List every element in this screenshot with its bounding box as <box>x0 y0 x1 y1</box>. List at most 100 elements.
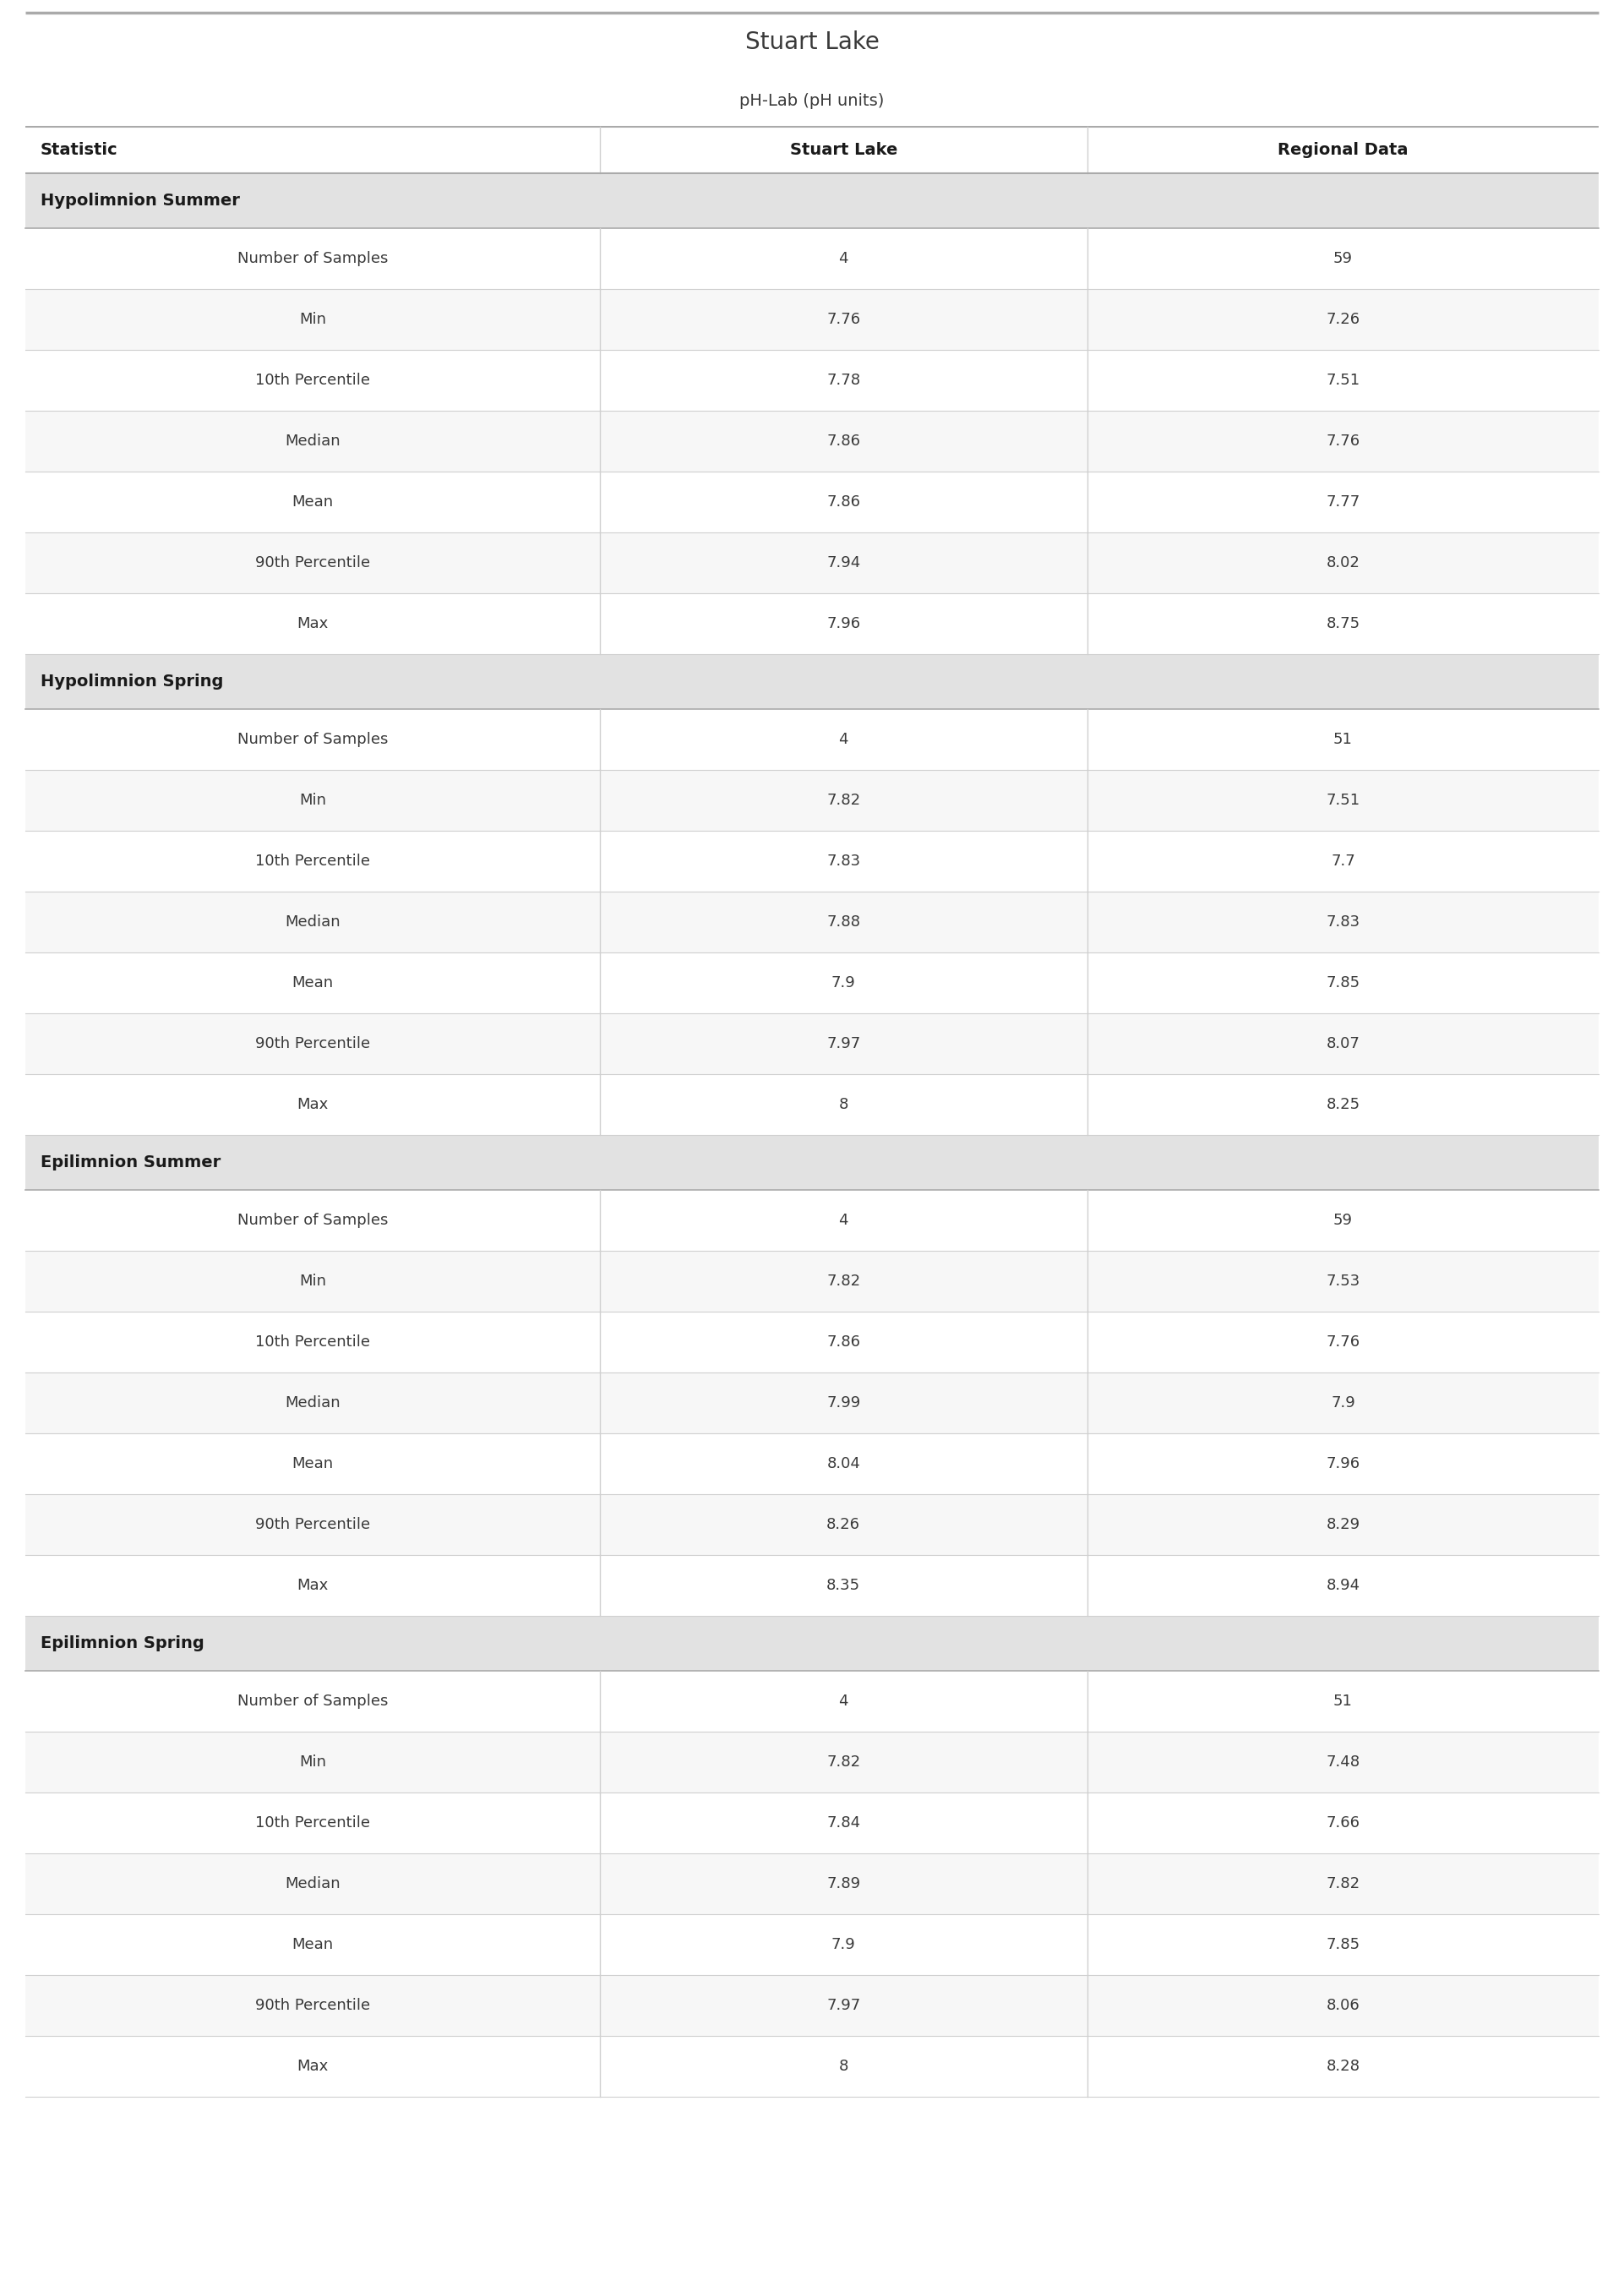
Bar <box>26 1732 1598 1793</box>
Bar <box>26 1373 1598 1432</box>
Bar <box>26 1432 1598 1494</box>
Text: 90th Percentile: 90th Percentile <box>255 1998 370 2013</box>
Text: Number of Samples: Number of Samples <box>237 1212 388 1228</box>
Text: 7.97: 7.97 <box>827 1035 861 1051</box>
Text: Stuart Lake: Stuart Lake <box>745 30 879 54</box>
Bar <box>26 472 1598 533</box>
Bar <box>26 411 1598 472</box>
Bar <box>26 1555 1598 1616</box>
Bar <box>26 288 1598 350</box>
Text: 7.82: 7.82 <box>1327 1877 1359 1891</box>
Text: Regional Data: Regional Data <box>1278 143 1408 159</box>
Text: Median: Median <box>284 915 339 931</box>
Bar <box>26 1671 1598 1732</box>
Bar <box>26 127 1598 173</box>
Bar <box>26 1189 1598 1251</box>
Text: 7.99: 7.99 <box>827 1396 861 1410</box>
Text: 8.35: 8.35 <box>827 1578 861 1594</box>
Bar <box>26 1975 1598 2036</box>
Bar <box>26 953 1598 1012</box>
Text: 59: 59 <box>1333 1212 1353 1228</box>
Text: Epilimnion Summer: Epilimnion Summer <box>41 1155 221 1171</box>
Text: 7.89: 7.89 <box>827 1877 861 1891</box>
Text: 7.51: 7.51 <box>1327 372 1359 388</box>
Bar <box>26 1914 1598 1975</box>
Bar <box>26 1012 1598 1074</box>
Text: Hypolimnion Spring: Hypolimnion Spring <box>41 674 224 690</box>
Bar <box>26 1135 1598 1189</box>
Text: 8.94: 8.94 <box>1327 1578 1359 1594</box>
Text: 7.82: 7.82 <box>827 1273 861 1289</box>
Text: Max: Max <box>297 2059 328 2075</box>
Text: 7.85: 7.85 <box>1327 976 1359 990</box>
Text: Min: Min <box>299 1755 326 1771</box>
Text: 59: 59 <box>1333 252 1353 266</box>
Text: Epilimnion Spring: Epilimnion Spring <box>41 1634 205 1650</box>
Bar <box>26 831 1598 892</box>
Text: Number of Samples: Number of Samples <box>237 731 388 747</box>
Text: 8: 8 <box>838 1096 848 1112</box>
Text: 8.75: 8.75 <box>1327 615 1359 631</box>
Text: 7.9: 7.9 <box>831 976 856 990</box>
Text: 90th Percentile: 90th Percentile <box>255 1516 370 1532</box>
Text: 8.07: 8.07 <box>1327 1035 1359 1051</box>
Text: 7.83: 7.83 <box>1327 915 1359 931</box>
Text: 8.04: 8.04 <box>827 1455 861 1471</box>
Text: Max: Max <box>297 1096 328 1112</box>
Text: 7.26: 7.26 <box>1327 311 1359 327</box>
Text: 10th Percentile: 10th Percentile <box>255 1335 370 1351</box>
Bar <box>26 229 1598 288</box>
Bar <box>26 1312 1598 1373</box>
Text: Mean: Mean <box>292 1936 333 1952</box>
Text: 51: 51 <box>1333 731 1353 747</box>
Text: 10th Percentile: 10th Percentile <box>255 372 370 388</box>
Text: 8.28: 8.28 <box>1327 2059 1359 2075</box>
Text: 4: 4 <box>838 252 848 266</box>
Bar <box>26 1074 1598 1135</box>
Text: 7.48: 7.48 <box>1327 1755 1359 1771</box>
Text: 7.88: 7.88 <box>827 915 861 931</box>
Text: 7.76: 7.76 <box>1327 434 1359 449</box>
Bar <box>26 708 1598 770</box>
Text: Hypolimnion Summer: Hypolimnion Summer <box>41 193 240 209</box>
Text: 7.96: 7.96 <box>1327 1455 1359 1471</box>
Text: Statistic: Statistic <box>41 143 119 159</box>
Text: 7.78: 7.78 <box>827 372 861 388</box>
Text: 7.51: 7.51 <box>1327 792 1359 808</box>
Text: 8.06: 8.06 <box>1327 1998 1359 2013</box>
Text: 7.82: 7.82 <box>827 1755 861 1771</box>
Text: 8.29: 8.29 <box>1327 1516 1359 1532</box>
Text: 7.86: 7.86 <box>827 495 861 508</box>
Text: 90th Percentile: 90th Percentile <box>255 556 370 570</box>
Text: 7.76: 7.76 <box>827 311 861 327</box>
Bar <box>26 173 1598 229</box>
Text: 7.86: 7.86 <box>827 1335 861 1351</box>
Bar <box>26 654 1598 708</box>
Text: 7.7: 7.7 <box>1330 854 1354 869</box>
Text: Number of Samples: Number of Samples <box>237 1693 388 1709</box>
Bar <box>26 533 1598 592</box>
Bar <box>26 2036 1598 2097</box>
Text: 4: 4 <box>838 731 848 747</box>
Text: 7.96: 7.96 <box>827 615 861 631</box>
Text: 51: 51 <box>1333 1693 1353 1709</box>
Text: Median: Median <box>284 1877 339 1891</box>
Text: Min: Min <box>299 311 326 327</box>
Text: 7.83: 7.83 <box>827 854 861 869</box>
Text: 7.66: 7.66 <box>1327 1816 1359 1830</box>
Text: 7.94: 7.94 <box>827 556 861 570</box>
Text: 7.9: 7.9 <box>831 1936 856 1952</box>
Text: 7.84: 7.84 <box>827 1816 861 1830</box>
Text: Min: Min <box>299 792 326 808</box>
Text: Mean: Mean <box>292 976 333 990</box>
Text: 7.76: 7.76 <box>1327 1335 1359 1351</box>
Text: 7.53: 7.53 <box>1325 1273 1359 1289</box>
Bar <box>26 350 1598 411</box>
Text: Max: Max <box>297 615 328 631</box>
Text: Mean: Mean <box>292 1455 333 1471</box>
Text: pH-Lab (pH units): pH-Lab (pH units) <box>739 93 885 109</box>
Text: 10th Percentile: 10th Percentile <box>255 1816 370 1830</box>
Text: 4: 4 <box>838 1212 848 1228</box>
Bar <box>26 1251 1598 1312</box>
Text: 7.86: 7.86 <box>827 434 861 449</box>
